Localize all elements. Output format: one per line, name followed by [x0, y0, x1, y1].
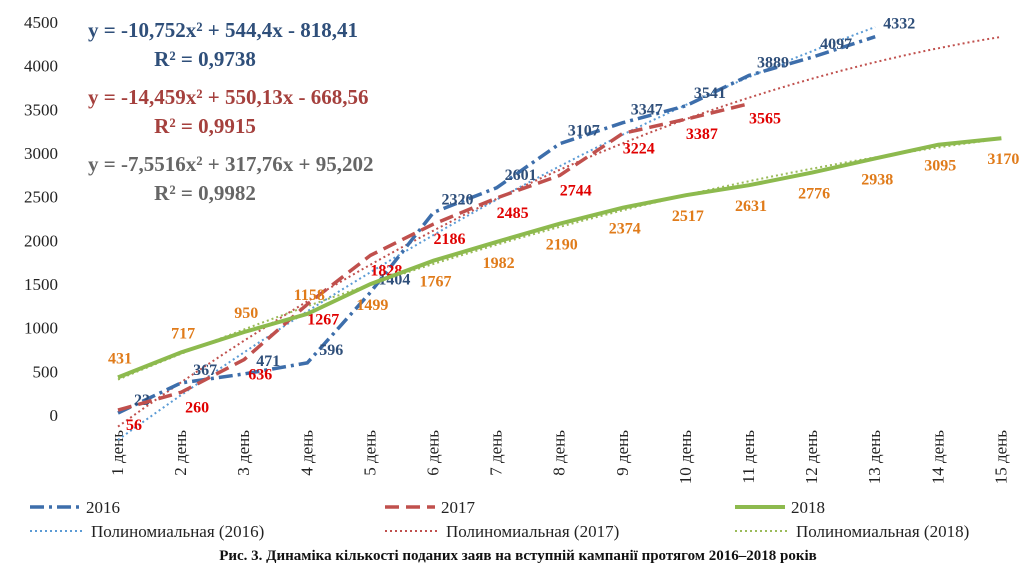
equation: y = -14,459x² + 550,13x - 668,56: [88, 85, 368, 109]
x-tick-label: 7 день: [487, 430, 506, 476]
y-tick-label: 4500: [24, 13, 58, 32]
data-label: 3095: [924, 158, 956, 175]
data-label: 3170: [987, 151, 1019, 168]
data-label: 2485: [497, 205, 529, 222]
data-label: 2186: [434, 231, 466, 248]
data-label: 3347: [631, 102, 663, 119]
data-label: 56: [126, 417, 142, 434]
data-label: 3889: [757, 54, 789, 71]
equation: y = -7,5516x² + 317,76x + 95,202: [88, 152, 373, 176]
x-tick-label: 13 день: [865, 430, 884, 485]
y-tick-label: 2000: [24, 231, 58, 250]
x-tick-label: 2 день: [171, 430, 190, 476]
data-label: 717: [171, 325, 195, 342]
data-label: 2776: [798, 186, 830, 203]
legend-label: Полиномиальная (2016): [91, 522, 264, 541]
data-label: 1267: [307, 311, 339, 328]
x-tick-label: 1 день: [108, 430, 127, 476]
y-tick-label: 1500: [24, 275, 58, 294]
data-label: 1404: [378, 271, 410, 288]
y-tick-label: 2500: [24, 188, 58, 207]
data-label: 1499: [356, 297, 388, 314]
data-label: 367: [193, 362, 217, 379]
x-tick-label: 8 день: [550, 430, 569, 476]
r-squared: R² = 0,9982: [154, 181, 256, 205]
y-tick-label: 3500: [24, 100, 58, 119]
data-label: 3224: [623, 140, 655, 157]
x-tick-label: 12 день: [802, 430, 821, 485]
x-tick-label: 14 день: [928, 430, 947, 485]
data-label: 2190: [546, 237, 578, 254]
series-line: [117, 35, 876, 415]
data-label: 431: [108, 350, 132, 367]
data-label: 2601: [505, 167, 537, 184]
x-tick-label: 15 день: [991, 430, 1010, 485]
data-label: 950: [234, 305, 258, 322]
x-tick-label: 10 день: [676, 430, 695, 485]
data-label: 3107: [568, 123, 600, 140]
data-label: 636: [248, 366, 272, 383]
data-label: 471: [256, 353, 280, 370]
data-label: 3565: [749, 111, 781, 128]
legend-label: Полиномиальная (2018): [796, 522, 969, 541]
data-label: 2938: [861, 171, 893, 188]
data-label: 1158: [294, 287, 325, 304]
data-label: 23: [134, 392, 150, 409]
data-label: 2517: [672, 208, 704, 225]
equation: y = -10,752x² + 544,4x - 818,41: [88, 18, 358, 42]
data-label: 2320: [442, 191, 474, 208]
r-squared: R² = 0,9915: [154, 114, 256, 138]
trendline: [117, 35, 1002, 428]
legend-label: Полиномиальная (2017): [446, 522, 619, 541]
legend-label: 2018: [791, 498, 825, 517]
data-label: 3387: [686, 126, 718, 143]
y-tick-label: 0: [50, 406, 59, 425]
data-label: 3541: [694, 85, 726, 102]
r-squared: R² = 0,9738: [154, 47, 256, 71]
y-tick-label: 4000: [24, 57, 58, 76]
data-label: 2631: [735, 198, 767, 215]
legend-label: 2017: [441, 498, 476, 517]
data-label: 2744: [560, 182, 592, 199]
x-tick-label: 3 день: [234, 430, 253, 476]
caption: Рис. 3. Динаміка кількості поданих заяв …: [219, 548, 817, 564]
data-label: 4332: [883, 16, 915, 33]
data-label: 260: [185, 399, 209, 416]
y-tick-label: 3000: [24, 144, 58, 163]
x-tick-label: 4 день: [297, 430, 316, 476]
data-label: 1982: [483, 255, 515, 272]
series-line: [117, 136, 1002, 380]
x-tick-label: 5 день: [360, 430, 379, 476]
data-label: 1767: [420, 274, 452, 291]
legend-label: 2016: [86, 498, 120, 517]
y-tick-label: 500: [33, 362, 59, 381]
series-line: [117, 102, 750, 412]
x-tick-label: 11 день: [739, 430, 758, 484]
data-label: 596: [319, 342, 343, 359]
data-label: 2374: [609, 221, 641, 238]
x-tick-label: 6 день: [424, 430, 443, 476]
x-tick-label: 9 день: [613, 430, 632, 476]
data-label: 4097: [820, 36, 852, 53]
y-tick-label: 1000: [24, 319, 58, 338]
